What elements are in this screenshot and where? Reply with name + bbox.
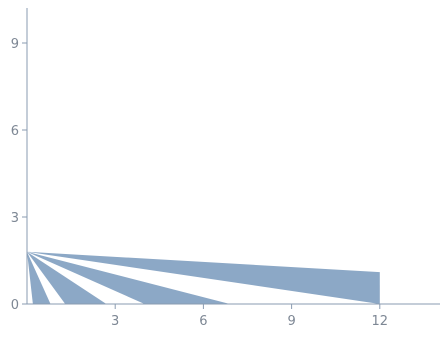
axes-layer (26, 8, 440, 305)
wedge-1 (27, 251, 51, 304)
wedge-2 (27, 251, 107, 304)
x-tick-label-12: 12 (372, 314, 389, 329)
x-tick-label-9: 9 (287, 314, 295, 329)
x-tick-label-6: 6 (199, 314, 207, 329)
wedges-layer (27, 251, 380, 304)
wedge-4 (27, 251, 380, 304)
x-tick-label-3: 3 (111, 314, 119, 329)
y-tick-label-3: 3 (11, 211, 19, 226)
y-tick-label-9: 9 (11, 37, 19, 52)
y-tick-label-6: 6 (11, 124, 19, 139)
wedge-3 (27, 251, 230, 304)
ticks-layer: 3 6 9 12 0 3 6 9 (11, 37, 388, 329)
y-tick-label-0: 0 (11, 298, 19, 313)
